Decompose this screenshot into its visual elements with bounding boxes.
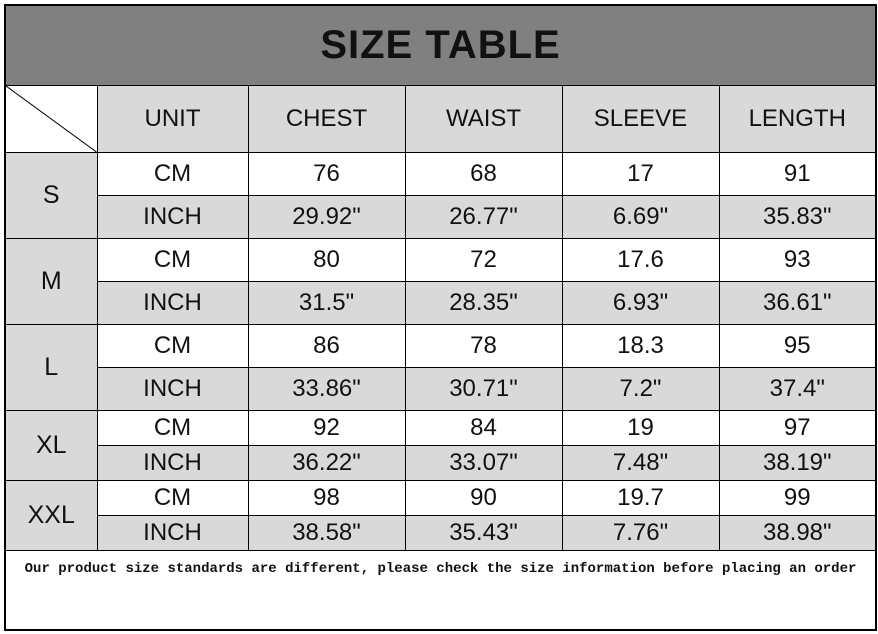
waist-cell: 26.77"	[404, 195, 563, 239]
size-label: M	[4, 238, 98, 325]
size-label: XXL	[4, 480, 98, 551]
chest-cell: 86	[247, 324, 406, 368]
column-header-length: LENGTH	[718, 85, 877, 153]
length-cell: 36.61"	[718, 281, 877, 325]
size-label: L	[4, 324, 98, 411]
waist-cell: 68	[404, 152, 563, 196]
sleeve-cell: 7.2"	[561, 367, 720, 411]
unit-cell: CM	[96, 238, 249, 282]
sleeve-cell: 19.7	[561, 480, 720, 516]
sleeve-cell: 17	[561, 152, 720, 196]
waist-cell: 28.35"	[404, 281, 563, 325]
chest-cell: 31.5"	[247, 281, 406, 325]
table-row: L CM 86 78 18.3 95	[4, 324, 877, 411]
unit-cell: INCH	[96, 515, 249, 551]
chest-cell: 36.22"	[247, 445, 406, 481]
table-row: INCH 36.22" 33.07" 7.48" 38.19"	[5, 445, 877, 481]
table-row: S CM 76 68 17 91	[4, 152, 877, 239]
table-title: SIZE TABLE	[4, 4, 877, 86]
footer-note: Our product size standards are different…	[4, 550, 877, 631]
unit-cell: CM	[96, 410, 249, 446]
sleeve-cell: 6.69"	[561, 195, 720, 239]
waist-cell: 33.07"	[404, 445, 563, 481]
chest-cell: 29.92"	[247, 195, 406, 239]
column-header-unit: UNIT	[96, 85, 249, 153]
table-row: INCH 33.86" 30.71" 7.2" 37.4"	[5, 367, 877, 411]
length-cell: 99	[718, 480, 877, 516]
chest-cell: 33.86"	[247, 367, 406, 411]
size-label: S	[4, 152, 98, 239]
table-row: XL CM 92 84 19 97	[4, 410, 877, 481]
table-row: M CM 80 72 17.6 93	[4, 238, 877, 325]
size-label: XL	[4, 410, 98, 481]
length-cell: 93	[718, 238, 877, 282]
sleeve-cell: 19	[561, 410, 720, 446]
column-header-sleeve: SLEEVE	[561, 85, 720, 153]
waist-cell: 84	[404, 410, 563, 446]
table-row: INCH 31.5" 28.35" 6.93" 36.61"	[5, 281, 877, 325]
length-cell: 38.19"	[718, 445, 877, 481]
length-cell: 97	[718, 410, 877, 446]
unit-cell: INCH	[96, 367, 249, 411]
unit-cell: CM	[96, 152, 249, 196]
sleeve-cell: 7.48"	[561, 445, 720, 481]
sleeve-cell: 7.76"	[561, 515, 720, 551]
unit-cell: INCH	[96, 445, 249, 481]
chest-cell: 92	[247, 410, 406, 446]
unit-cell: INCH	[96, 281, 249, 325]
length-cell: 95	[718, 324, 877, 368]
waist-cell: 72	[404, 238, 563, 282]
column-header-chest: CHEST	[247, 85, 406, 153]
length-cell: 37.4"	[718, 367, 877, 411]
length-cell: 38.98"	[718, 515, 877, 551]
length-cell: 91	[718, 152, 877, 196]
header-row: UNIT CHEST WAIST SLEEVE LENGTH	[4, 85, 877, 153]
waist-cell: 78	[404, 324, 563, 368]
sleeve-cell: 17.6	[561, 238, 720, 282]
waist-cell: 35.43"	[404, 515, 563, 551]
waist-cell: 90	[404, 480, 563, 516]
chest-cell: 80	[247, 238, 406, 282]
unit-cell: CM	[96, 480, 249, 516]
waist-cell: 30.71"	[404, 367, 563, 411]
unit-cell: INCH	[96, 195, 249, 239]
chest-cell: 76	[247, 152, 406, 196]
chest-cell: 38.58"	[247, 515, 406, 551]
length-cell: 35.83"	[718, 195, 877, 239]
chest-cell: 98	[247, 480, 406, 516]
table-row: XXL CM 98 90 19.7 99	[4, 480, 877, 551]
unit-cell: CM	[96, 324, 249, 368]
sleeve-cell: 18.3	[561, 324, 720, 368]
sleeve-cell: 6.93"	[561, 281, 720, 325]
diagonal-corner-cell	[4, 85, 98, 153]
table-row: INCH 29.92" 26.77" 6.69" 35.83"	[5, 195, 877, 239]
table-row: INCH 38.58" 35.43" 7.76" 38.98"	[5, 515, 877, 551]
column-header-waist: WAIST	[404, 85, 563, 153]
